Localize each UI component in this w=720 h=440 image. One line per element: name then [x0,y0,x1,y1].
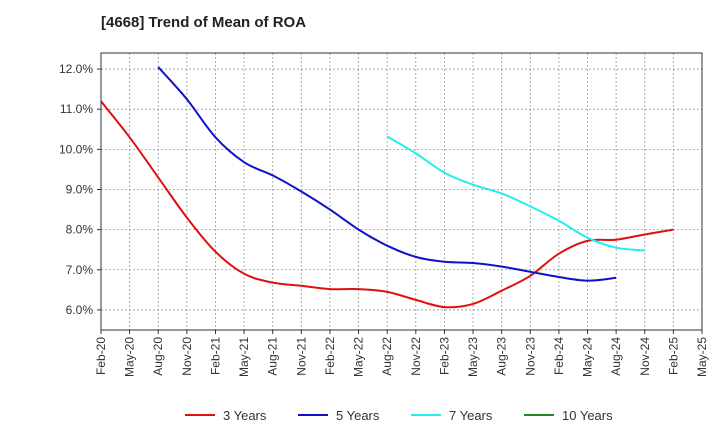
x-tick-label: Feb-21 [208,337,222,375]
y-tick-label: 9.0% [66,182,94,196]
x-tick-label: Nov-20 [180,337,194,376]
legend: 3 Years 5 Years 7 Years 10 Years [185,408,613,423]
legend-label-3-years: 3 Years [223,408,267,423]
y-tick-label: 6.0% [66,303,94,317]
x-tick-label: Aug-20 [151,337,165,376]
x-tick-label: Feb-20 [94,337,108,375]
x-tick-label: Feb-23 [437,337,451,375]
series-line-5-years [157,66,617,282]
series-lines [100,66,674,309]
x-axis: Feb-20 May-20 Aug-20 Nov-20 Feb-21 May-21 Aug-… [94,330,709,377]
x-tick-label: May-20 [123,337,137,377]
x-tick-label: May-22 [352,337,366,377]
x-tick-label: May-21 [237,337,251,377]
legend-label-5-years: 5 Years [336,408,380,423]
x-tick-label: Nov-22 [409,337,423,376]
x-tick-label: Nov-23 [523,337,537,376]
chart-title: [4668] Trend of Mean of ROA [101,14,307,31]
y-tick-label: 7.0% [66,263,94,277]
y-tick-label: 8.0% [66,223,94,237]
x-tick-label: Feb-24 [552,337,566,375]
y-tick-label: 10.0% [59,142,93,156]
legend-label-7-years: 7 Years [449,408,493,423]
plot-area-frame [100,52,703,331]
x-tick-label: Feb-25 [666,337,680,375]
y-tick-label: 12.0% [59,62,93,76]
grid [100,53,703,330]
x-tick-label: May-25 [695,337,709,377]
x-tick-label: Aug-24 [609,337,623,376]
series-line-3-years [100,100,674,309]
x-tick-label: May-24 [581,337,595,377]
x-tick-label: May-23 [466,337,480,377]
legend-label-10-years: 10 Years [562,408,613,423]
x-tick-label: Aug-23 [495,337,509,376]
y-axis: 6.0% 7.0% 8.0% 9.0% 10.0% 11.0% 12.0% [59,62,101,317]
y-tick-label: 11.0% [60,102,93,116]
x-tick-label: Aug-21 [266,337,280,376]
x-tick-label: Nov-24 [638,337,652,376]
x-tick-label: Nov-21 [294,337,308,376]
x-tick-label: Aug-22 [380,337,394,376]
series-line-7-years [386,135,645,252]
x-tick-label: Feb-22 [323,337,337,375]
